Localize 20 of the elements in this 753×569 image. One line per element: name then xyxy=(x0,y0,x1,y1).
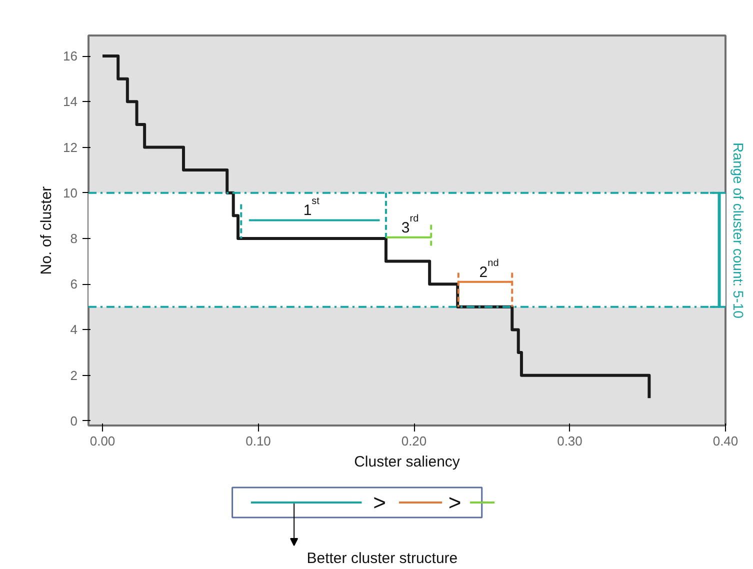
x-tick-label: 0.30 xyxy=(557,434,582,448)
x-tick-label: 0.10 xyxy=(246,434,271,448)
text: > xyxy=(448,490,462,515)
y-tick-label: 0 xyxy=(70,413,78,428)
y-tick-label: 8 xyxy=(70,230,78,246)
y-tick-label: 4 xyxy=(70,322,78,338)
y-axis-title: No. of cluster xyxy=(38,186,56,275)
text: > xyxy=(373,490,386,515)
y-tick-label: 10 xyxy=(63,185,78,200)
y-tick-label: 2 xyxy=(70,368,78,383)
text: Better cluster structure xyxy=(306,550,458,567)
y-tick-label: 16 xyxy=(63,48,78,64)
x-tick-label: 0.00 xyxy=(90,434,116,448)
band-label: Range of cluster count: 5-10 xyxy=(730,142,746,319)
x-tick-label: 0.20 xyxy=(401,434,427,448)
y-tick-label: 14 xyxy=(63,94,78,110)
x-axis-title: Cluster saliency xyxy=(354,454,460,470)
y-tick-label: 12 xyxy=(63,140,78,155)
x-tick-label: 0.40 xyxy=(712,434,738,448)
y-tick-label: 6 xyxy=(70,276,78,292)
